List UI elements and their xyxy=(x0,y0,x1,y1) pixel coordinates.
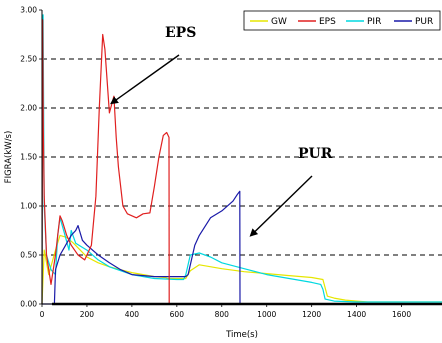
x-tick-label: 800 xyxy=(215,310,230,319)
series-line-pir xyxy=(41,14,442,305)
annotation-label-eps: EPS xyxy=(165,25,196,41)
legend-label-pur: PUR xyxy=(415,17,433,27)
y-tick-label: 0.00 xyxy=(20,300,37,309)
series-line-eps xyxy=(41,19,442,305)
series-lines xyxy=(41,14,442,306)
y-axis-title: FIGRA(kW/s) xyxy=(4,131,14,184)
annotations: EPS PUR xyxy=(110,25,333,237)
grid-lines xyxy=(42,58,442,256)
x-tick-label: 400 xyxy=(125,310,140,319)
x-tick-label: 200 xyxy=(80,310,95,319)
y-tick-label: 1.00 xyxy=(20,202,37,211)
x-tick-label: 1400 xyxy=(347,310,366,319)
x-tick-label: 1200 xyxy=(302,310,321,319)
legend-label-pir: PIR xyxy=(367,17,381,27)
x-tick-label: 600 xyxy=(170,310,185,319)
y-tick-label: 1.50 xyxy=(20,153,37,162)
series-line-gw xyxy=(41,234,442,305)
y-tick-label: 3.00 xyxy=(20,6,37,15)
legend-label-eps: EPS xyxy=(319,17,336,27)
x-axis-title: Time(s) xyxy=(225,330,258,340)
x-tick-label: 1600 xyxy=(392,310,411,319)
y-tick-label: 2.00 xyxy=(20,104,37,113)
x-tick-label: 1000 xyxy=(257,310,276,319)
y-tick-label: 2.50 xyxy=(20,55,37,64)
series-line-pur xyxy=(42,190,442,305)
legend-box xyxy=(243,10,441,31)
tick-labels: 0.00 0.50 1.00 1.50 2.00 2.50 3.00 0 200 400 600 80… xyxy=(20,6,411,320)
annotation-label-pur: PUR xyxy=(298,146,333,162)
x-tick-label: 0 xyxy=(40,310,45,319)
annotation-arrow-pur xyxy=(249,175,313,237)
legend: GW EPS PIR PUR xyxy=(243,10,441,31)
y-tick-label: 0.50 xyxy=(20,251,37,260)
annotation-arrow-eps xyxy=(110,54,180,105)
legend-label-gw: GW xyxy=(271,17,287,27)
